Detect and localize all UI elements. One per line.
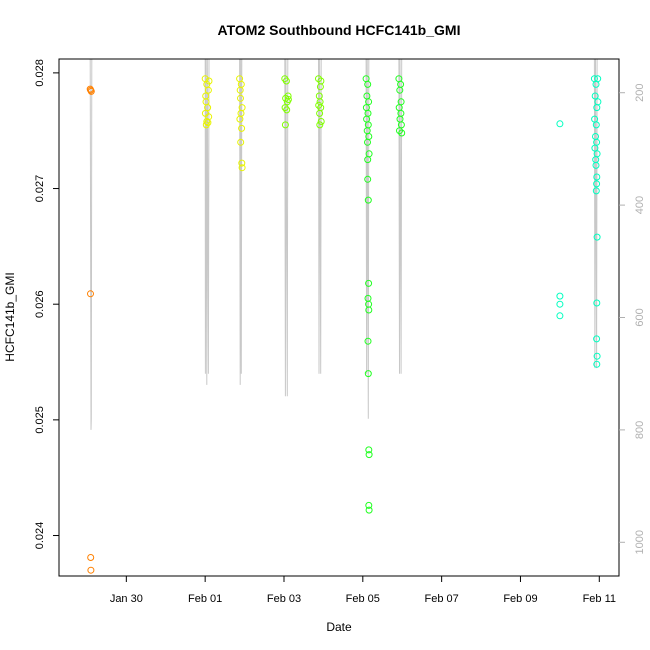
data-point [593, 180, 601, 188]
data-point [364, 175, 372, 183]
data-point [365, 98, 373, 106]
y2-tick-label: 400 [634, 196, 646, 214]
data-point [236, 86, 244, 94]
y-tick-label: 0.025 [34, 406, 46, 434]
data-point [592, 121, 600, 129]
x-tick-label: Feb 05 [346, 593, 380, 605]
y2-tick-label: 1000 [634, 530, 646, 554]
data-point [237, 109, 245, 117]
y-tick-label: 0.024 [34, 522, 46, 550]
x-tick-label: Feb 11 [583, 593, 616, 605]
y2-tick-label: 200 [634, 84, 646, 102]
data-point [204, 119, 212, 127]
data-point [284, 96, 292, 103]
data-point [592, 187, 600, 195]
y-tick-label: 0.028 [34, 59, 46, 87]
data-point [365, 279, 373, 287]
data-point [396, 127, 403, 135]
x-tick-label: Feb 07 [425, 593, 459, 605]
data-point [237, 94, 244, 102]
data-point [364, 196, 372, 204]
plot-area [86, 58, 602, 574]
data-point [203, 118, 211, 125]
data-point [316, 109, 324, 117]
data-point [556, 120, 564, 128]
y2-tick-label: 600 [634, 308, 646, 326]
data-point [593, 173, 601, 181]
data-point [317, 118, 325, 125]
data-point [282, 77, 290, 85]
data-point [205, 77, 213, 85]
y-axis-label: HCFC141b_GMI [3, 272, 17, 361]
y-tick-label: 0.027 [34, 175, 46, 203]
y-tick-label: 0.026 [34, 290, 46, 318]
data-point [364, 370, 372, 378]
data-point [591, 92, 599, 100]
data-point [593, 233, 601, 241]
x-tick-label: Feb 01 [188, 593, 222, 605]
data-point [364, 156, 372, 164]
data-point [364, 337, 372, 345]
data-point [593, 360, 601, 368]
data-point [238, 124, 246, 132]
data-point [365, 501, 373, 509]
data-point [592, 161, 600, 169]
data-point [281, 121, 289, 129]
data-point [315, 75, 322, 83]
data-point [283, 106, 291, 114]
data-point [594, 98, 602, 106]
data-point [238, 159, 246, 167]
plot-frame [58, 58, 620, 577]
data-point [204, 104, 212, 112]
data-point [87, 566, 95, 574]
data-point [87, 87, 95, 95]
data-point [593, 352, 601, 360]
data-point [204, 86, 212, 94]
data-point [396, 86, 404, 94]
x-tick-label: Jan 30 [110, 593, 143, 605]
data-point [364, 80, 372, 88]
data-point [593, 299, 601, 307]
data-point [238, 164, 246, 172]
x-axis-label: Date [326, 620, 352, 634]
chart-title: ATOM2 Southbound HCFC141b_GMI [218, 22, 461, 38]
data-point [398, 129, 406, 137]
axes: Jan 30 Feb 01 Feb 03 Feb 05 Feb 07 Feb 09 Feb … [34, 59, 646, 605]
data-point [556, 292, 564, 300]
pressure-trace-line [89, 58, 598, 430]
data-point [237, 138, 245, 146]
data-point [87, 554, 95, 561]
data-point [316, 121, 324, 129]
data-point [202, 92, 210, 100]
data-point [365, 506, 373, 514]
data-point [556, 300, 564, 308]
data-point [365, 306, 373, 314]
data-point [365, 451, 373, 459]
y2-tick-label: 800 [634, 421, 646, 439]
data-point [316, 83, 324, 91]
x-tick-label: Feb 09 [503, 593, 537, 605]
data-point [315, 101, 323, 109]
data-point [593, 335, 601, 343]
data-point [87, 290, 94, 298]
data-point [556, 312, 564, 320]
data-point [365, 446, 373, 454]
x-tick-label: Feb 03 [267, 593, 301, 605]
data-point [364, 138, 371, 146]
data-point [594, 75, 602, 83]
